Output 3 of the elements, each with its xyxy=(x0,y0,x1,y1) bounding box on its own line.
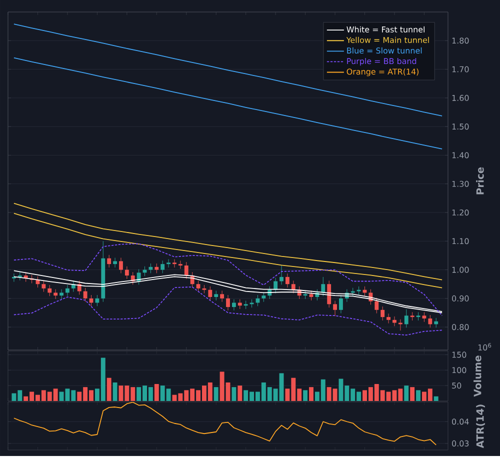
y-axis-title: Price xyxy=(476,167,484,194)
y-axis-title: ATR(14) xyxy=(476,404,485,448)
y-axis-title: Volume xyxy=(474,356,482,397)
